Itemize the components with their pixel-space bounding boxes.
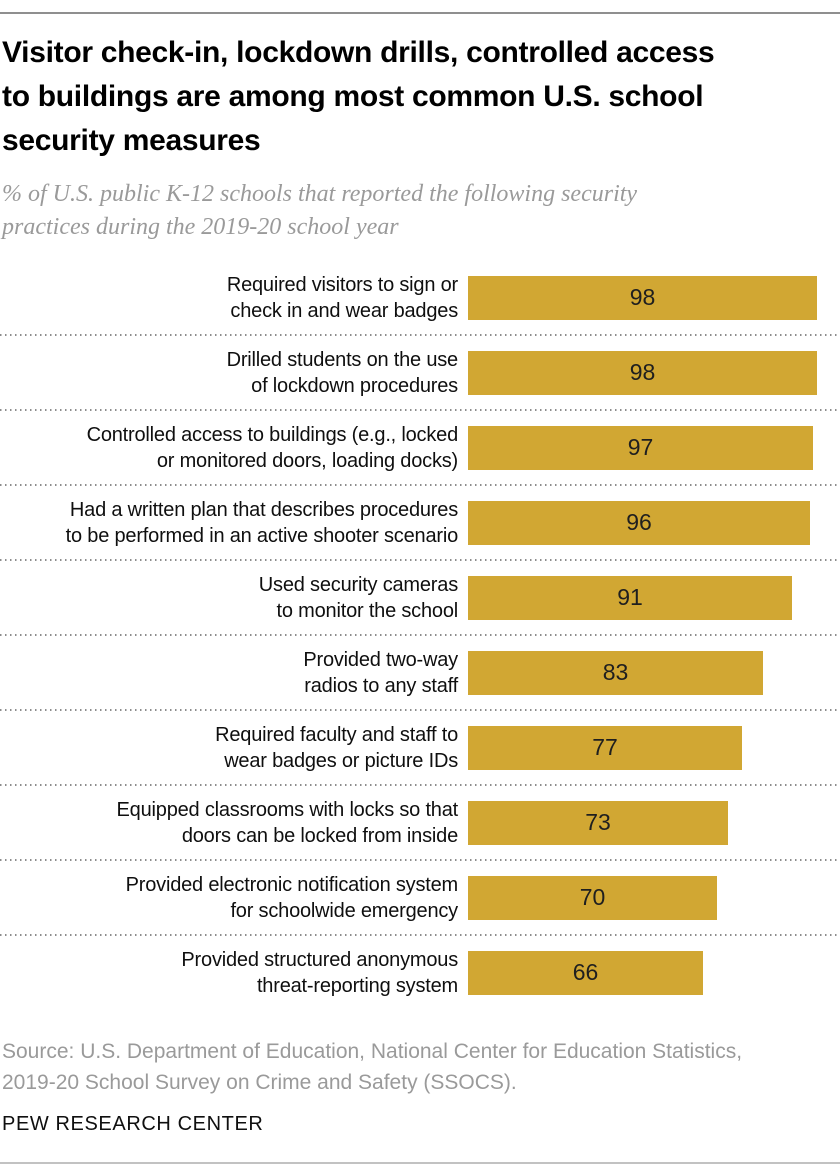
chart-row: Required visitors to sign or check in an… <box>0 261 840 334</box>
value-bar: 98 <box>468 275 817 320</box>
value-bar: 70 <box>468 875 717 920</box>
category-label: Provided electronic notification system … <box>125 873 459 922</box>
bar-area: 70 <box>468 875 840 920</box>
chart-row: Controlled access to buildings (e.g., lo… <box>0 411 840 484</box>
category-label: Required faculty and staff to wear badge… <box>215 723 458 772</box>
bar-area: 77 <box>468 725 840 770</box>
value-label: 77 <box>592 734 618 760</box>
value-bar: 96 <box>468 500 810 545</box>
chart-subtitle: % of U.S. public K-12 schools that repor… <box>2 181 638 240</box>
chart-row: Required faculty and staff to wear badge… <box>0 711 840 784</box>
value-label: 98 <box>629 359 656 385</box>
value-bar: 98 <box>468 350 817 395</box>
value-label: 70 <box>579 884 606 910</box>
bar-area: 97 <box>468 425 840 470</box>
value-label: 96 <box>626 509 652 535</box>
bar-area: 98 <box>468 275 840 320</box>
category-label: Provided structured anonymous threat-rep… <box>181 948 458 997</box>
category-label: Controlled access to buildings (e.g., lo… <box>86 423 459 472</box>
category-label: Required visitors to sign or check in an… <box>226 273 458 322</box>
value-bar: 97 <box>468 425 813 470</box>
category-label: Equipped classrooms with locks so that d… <box>116 798 459 847</box>
value-label: 73 <box>585 809 611 835</box>
bar-area: 73 <box>468 800 840 845</box>
chart-row: Had a written plan that describes proced… <box>0 486 840 559</box>
chart-row: Provided two-way radios to any staff 83 <box>0 636 840 709</box>
value-bar: 77 <box>468 725 742 770</box>
category-label: Used security cameras to monitor the sch… <box>258 573 458 622</box>
row-separator <box>0 859 840 861</box>
chart-row: Provided electronic notification system … <box>0 861 840 934</box>
bar-area: 66 <box>468 950 840 995</box>
chart-title: Visitor check-in, lockdown drills, contr… <box>2 36 715 157</box>
chart-row: Provided structured anonymous threat-rep… <box>0 936 840 1009</box>
row-separator <box>0 709 840 711</box>
value-bar: 91 <box>468 575 792 620</box>
value-label: 83 <box>602 659 629 685</box>
row-separator <box>0 934 840 936</box>
row-separator <box>0 634 840 636</box>
value-bar: 83 <box>468 650 763 695</box>
source-note: Source: U.S. Department of Education, Na… <box>2 1040 743 1094</box>
bottom-divider <box>0 1162 840 1164</box>
value-bar: 66 <box>468 950 703 995</box>
top-divider <box>0 12 840 14</box>
chart-row: Drilled students on the use of lockdown … <box>0 336 840 409</box>
value-bar: 73 <box>468 800 728 845</box>
bar-area: 96 <box>468 500 840 545</box>
value-label: 66 <box>572 959 599 985</box>
bar-chart: Required visitors to sign or check in an… <box>0 261 840 1009</box>
bar-area: 91 <box>468 575 840 620</box>
row-separator <box>0 334 840 336</box>
chart-row: Equipped classrooms with locks so that d… <box>0 786 840 859</box>
value-label: 97 <box>627 434 654 460</box>
category-label: Provided two-way radios to any staff <box>303 648 458 697</box>
category-label: Drilled students on the use of lockdown … <box>226 348 459 397</box>
chart-row: Used security cameras to monitor the sch… <box>0 561 840 634</box>
row-separator <box>0 409 840 411</box>
row-separator <box>0 559 840 561</box>
row-separator <box>0 484 840 486</box>
brand-wordmark: PEW RESEARCH CENTER <box>2 1113 264 1135</box>
bar-area: 83 <box>468 650 840 695</box>
row-separator <box>0 784 840 786</box>
category-label: Had a written plan that describes proced… <box>65 498 459 547</box>
value-label: 91 <box>617 584 643 610</box>
bar-area: 98 <box>468 350 840 395</box>
value-label: 98 <box>629 284 656 310</box>
